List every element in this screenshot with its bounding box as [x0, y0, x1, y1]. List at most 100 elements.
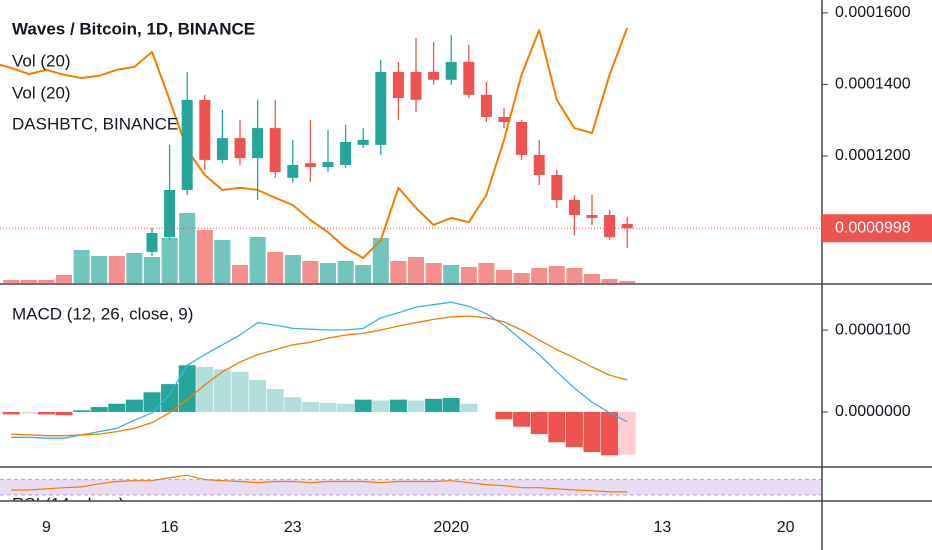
price-tick-label: 0.0000100 — [835, 321, 911, 338]
volume-bar — [584, 274, 600, 283]
volume-bar — [161, 238, 178, 283]
macd-histogram-bar — [73, 410, 91, 412]
candle-body — [621, 223, 633, 229]
last-price-badge — [822, 214, 932, 243]
volume-bar — [601, 279, 618, 283]
price-tick-label: 0.0001400 — [835, 76, 911, 93]
macd-histogram-bar — [389, 399, 407, 412]
macd-histogram-bar — [2, 411, 20, 415]
candle-body — [181, 99, 193, 190]
macd-histogram-bar — [460, 403, 478, 412]
volume-bar — [108, 256, 125, 283]
volume-bar — [267, 252, 284, 283]
volume-bar — [56, 275, 72, 283]
rsi-line — [11, 474, 628, 493]
indicator-title: MACD (12, 26, close, 9) — [12, 304, 193, 323]
macd-histogram-bar — [108, 403, 126, 412]
candle-body — [340, 142, 352, 165]
macd-histogram-bar — [301, 402, 319, 412]
candle-body — [463, 61, 475, 95]
volume-bar — [408, 257, 424, 283]
volume-bar — [443, 265, 460, 283]
time-label: 13 — [654, 519, 672, 536]
candle-body — [164, 189, 176, 238]
candle-body — [480, 94, 492, 117]
volume-bar — [619, 281, 636, 283]
layers: RSI (14, close) — [0, 27, 822, 513]
macd-histogram-bar — [407, 400, 425, 412]
macd-histogram-bar — [196, 366, 214, 412]
macd-histogram-bar — [583, 411, 601, 453]
macd-histogram-bar — [337, 403, 355, 412]
volume-bar — [232, 265, 248, 283]
volume-bar — [73, 250, 90, 283]
volume-bar — [566, 268, 583, 283]
candle-body — [216, 138, 228, 160]
macd-histogram-bar — [425, 398, 443, 412]
macd-histogram-bar — [37, 411, 55, 415]
volume-bar — [460, 267, 477, 283]
candle-body — [199, 99, 211, 160]
volume-bar — [425, 263, 442, 283]
candle-body — [375, 71, 387, 145]
macd-line — [11, 301, 628, 439]
macd-histogram-bar — [125, 399, 143, 412]
macd-histogram-bar — [143, 392, 161, 412]
signal-line — [11, 315, 628, 437]
time-label: 16 — [161, 519, 179, 536]
time-label: 23 — [284, 519, 302, 536]
volume-bar — [372, 238, 389, 283]
volume-bar — [302, 261, 319, 283]
candle-body — [533, 154, 545, 175]
volume-bar — [126, 253, 143, 283]
compare-line — [0, 27, 629, 259]
price-tick-label: 0.0000000 — [835, 403, 911, 420]
macd-histogram-bar — [530, 411, 548, 435]
candle-body — [428, 71, 440, 80]
candle-body — [498, 116, 510, 123]
candle-body — [392, 71, 404, 99]
macd-histogram-bar — [20, 411, 38, 414]
macd-histogram-bar — [90, 407, 108, 412]
macd-histogram-bar — [372, 400, 390, 412]
macd-histogram-bar — [266, 389, 284, 412]
price-tick-label: 0.0001600 — [835, 4, 911, 21]
candle-body — [410, 71, 422, 100]
candle-body — [568, 199, 580, 216]
volume-bar — [531, 268, 548, 283]
macd-histogram-bar — [354, 399, 372, 412]
candle-body — [322, 162, 334, 168]
macd-histogram-bar — [548, 411, 566, 443]
macd-histogram-bar — [601, 411, 619, 456]
indicator-label: Vol (20) — [12, 83, 71, 102]
volume-bar — [179, 213, 196, 283]
macd-histogram-bar — [513, 411, 531, 427]
candle-body — [252, 128, 264, 159]
macd-histogram-bar — [231, 371, 249, 412]
macd-histogram-bar — [284, 397, 302, 412]
macd-histogram-bar — [565, 411, 583, 448]
volume-bar — [390, 261, 407, 283]
indicator-title: RSI (14, close) — [12, 494, 124, 513]
last-price-label: 0.0000998 — [835, 219, 911, 236]
macd-histogram-bar — [161, 384, 179, 412]
macd-histogram-bar — [442, 398, 460, 412]
volume-bar — [337, 261, 354, 283]
price-tick-label: 0.0001200 — [835, 147, 911, 164]
rsi-pane: RSI (14, close) — [0, 474, 822, 513]
chart-title: Waves / Bitcoin, 1D, BINANCE — [12, 19, 255, 38]
volume-bar — [478, 263, 495, 283]
macd-histogram-bar — [213, 369, 231, 412]
candle-body — [357, 139, 369, 145]
volume-bar — [3, 280, 20, 283]
macd-histogram-bar — [319, 402, 337, 412]
volume-bar — [38, 280, 55, 283]
macd-histogram-bar — [55, 411, 73, 416]
volume-bar — [355, 265, 372, 283]
macd-histogram-bar — [249, 380, 267, 412]
candle-body — [445, 61, 457, 80]
macd-histogram-bar — [178, 365, 196, 412]
price-pane — [0, 27, 636, 283]
